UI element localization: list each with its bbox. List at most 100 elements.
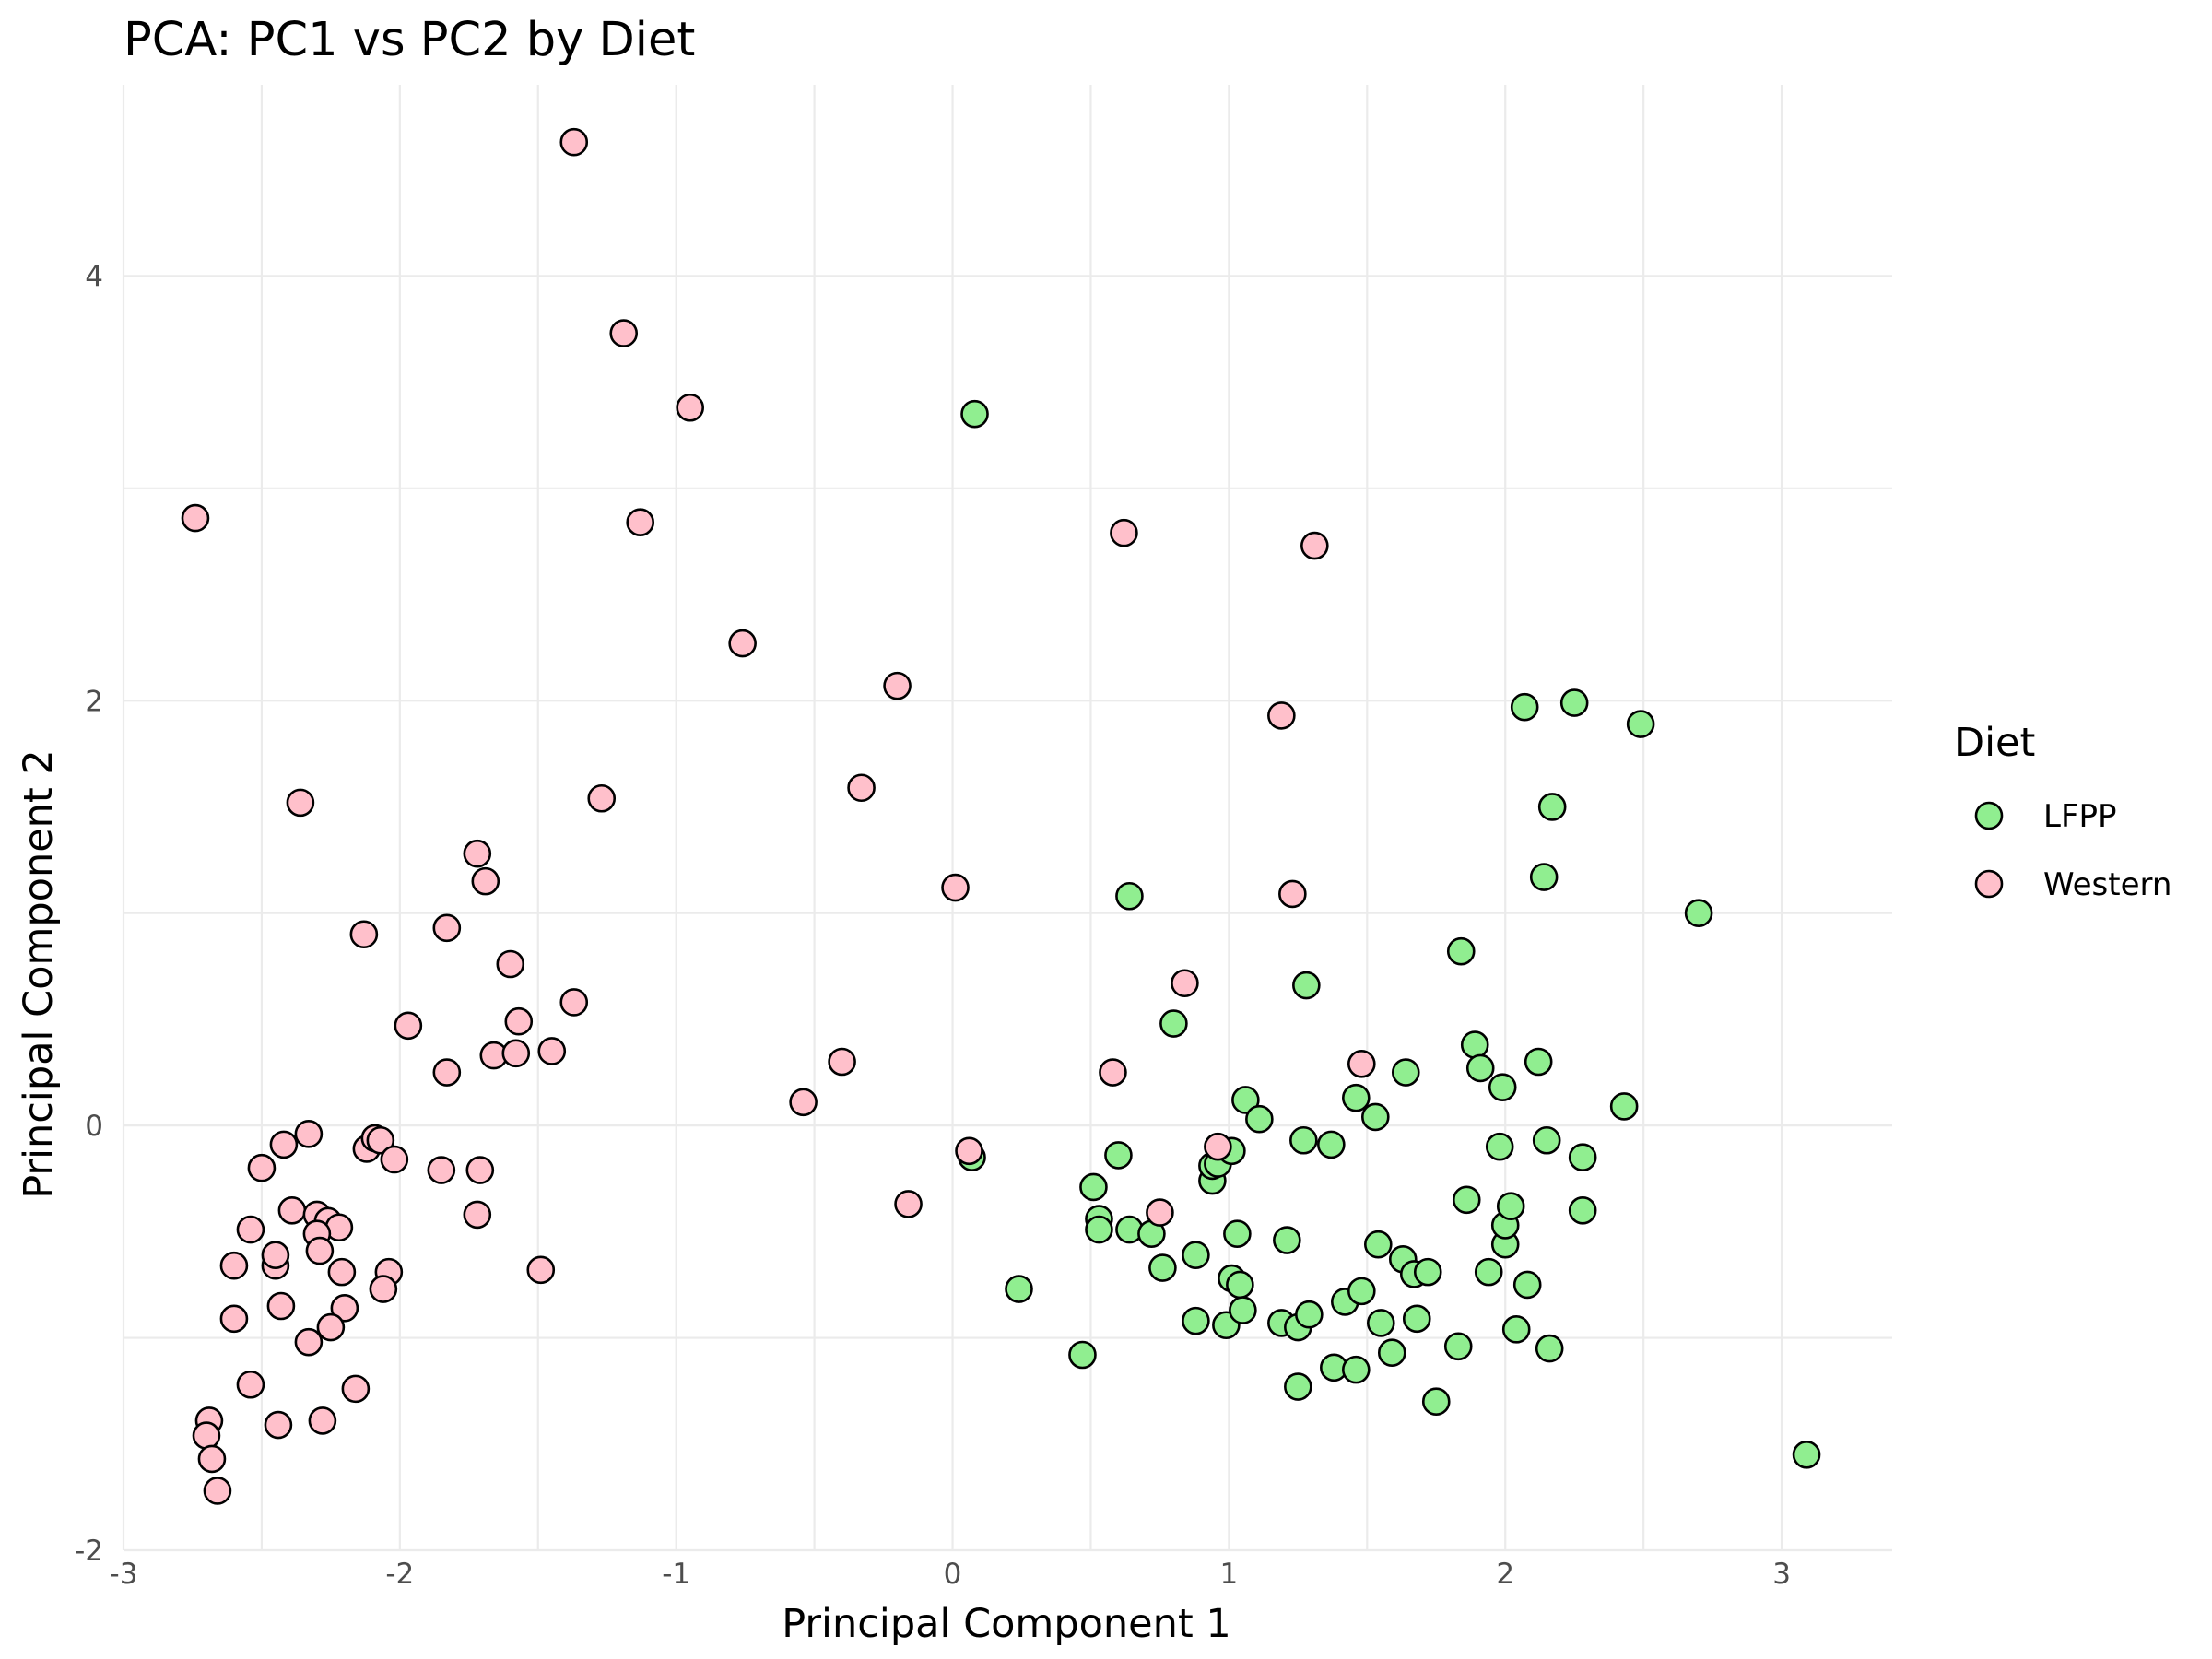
data-point-western (327, 1257, 357, 1287)
data-point-western (197, 1444, 227, 1474)
data-points (181, 127, 1821, 1505)
x-tick-label: 3 (1772, 1558, 1791, 1591)
data-point-western (1204, 1132, 1232, 1161)
data-point-western (219, 1251, 249, 1280)
data-point-lfpp (1347, 1277, 1376, 1306)
data-point-western (427, 1156, 456, 1184)
data-point-western (847, 773, 876, 803)
y-tick-label: 4 (85, 260, 103, 293)
data-point-lfpp (1684, 899, 1713, 927)
data-point-lfpp (1115, 881, 1144, 911)
y-tick-label: 0 (85, 1110, 103, 1143)
x-tick-label: 2 (1496, 1558, 1514, 1591)
x-tick-label: -1 (662, 1558, 690, 1591)
data-point-lfpp (1792, 1441, 1821, 1469)
data-point-western (247, 1153, 276, 1182)
data-point-western (471, 866, 500, 896)
data-point-lfpp (1377, 1338, 1406, 1367)
data-point-lfpp (1363, 1230, 1393, 1259)
data-point-western (236, 1370, 265, 1399)
data-point-western (330, 1294, 359, 1323)
legend-entries: LFPP Western (1974, 798, 2171, 903)
data-point-western (626, 508, 655, 536)
data-point-western (369, 1275, 398, 1303)
data-point-western (1146, 1198, 1174, 1227)
data-point-western (559, 127, 589, 157)
data-point-western (1099, 1058, 1127, 1087)
data-point-lfpp (1460, 1030, 1489, 1059)
x-axis-ticks: -3 -2 -1 0 1 2 3 (110, 1558, 1791, 1591)
data-point-western (537, 1037, 567, 1065)
data-point-western (219, 1304, 249, 1334)
data-point-western (266, 1291, 296, 1321)
data-point-western (728, 629, 757, 658)
data-point-lfpp (1289, 1125, 1318, 1155)
data-point-western (496, 949, 525, 979)
y-axis-ticks: -2 0 2 4 (75, 260, 103, 1568)
x-tick-label: -3 (110, 1558, 138, 1591)
data-point-western (609, 319, 639, 347)
data-point-western (192, 1421, 221, 1450)
data-point-lfpp (1421, 1387, 1451, 1416)
y-tick-label: 2 (85, 685, 103, 718)
data-point-lfpp (1488, 1073, 1517, 1101)
data-point-western (1347, 1050, 1376, 1078)
data-point-lfpp (1568, 1196, 1597, 1225)
data-point-lfpp (1342, 1083, 1371, 1112)
data-point-western (294, 1327, 324, 1357)
data-point-western (465, 1156, 495, 1184)
data-point-lfpp (1226, 1270, 1254, 1300)
legend-title: Diet (1954, 720, 2035, 766)
data-point-western (1300, 531, 1329, 560)
data-point-western (676, 393, 704, 422)
data-point-lfpp (1159, 1009, 1188, 1038)
data-point-lfpp (1474, 1257, 1503, 1287)
data-point-lfpp (1609, 1092, 1639, 1121)
data-point-lfpp (1535, 1334, 1564, 1363)
data-point-western (955, 1136, 983, 1166)
data-point-lfpp (1529, 863, 1559, 891)
data-point-lfpp (1229, 1296, 1257, 1324)
data-point-western (463, 839, 492, 868)
data-point-western (261, 1241, 290, 1269)
data-point-lfpp (1273, 1226, 1301, 1254)
data-point-western (1110, 518, 1138, 547)
data-point-western (432, 1058, 462, 1087)
grid-lines (122, 85, 1892, 1552)
chart-title: PCA: PC1 vs PC2 by Diet (124, 13, 695, 67)
data-point-lfpp (1245, 1104, 1274, 1134)
data-point-western (501, 1039, 531, 1068)
legend-label-western: Western (2043, 866, 2171, 903)
legend-label-lfpp: LFPP (2043, 798, 2117, 835)
data-point-western (504, 1006, 534, 1036)
data-point-lfpp (1465, 1053, 1495, 1083)
data-point-lfpp (1366, 1309, 1395, 1337)
data-point-lfpp (1626, 710, 1655, 738)
data-point-lfpp (1446, 936, 1476, 966)
x-tick-label: 1 (1220, 1558, 1239, 1591)
data-point-western (432, 913, 462, 943)
data-point-western (264, 1410, 293, 1440)
data-point-western (349, 920, 379, 949)
x-axis-title: Principal Component 1 (782, 1601, 1231, 1647)
data-point-western (828, 1047, 856, 1077)
data-point-western (883, 671, 912, 700)
data-point-lfpp (960, 399, 989, 429)
data-point-western (308, 1406, 337, 1435)
x-tick-label: -2 (385, 1558, 414, 1591)
data-point-western (463, 1200, 492, 1230)
data-point-western (366, 1125, 395, 1155)
data-point-lfpp (1501, 1315, 1531, 1344)
data-point-lfpp (1413, 1257, 1442, 1287)
data-point-western (789, 1088, 818, 1117)
data-point-lfpp (1182, 1241, 1210, 1269)
data-point-lfpp (1532, 1125, 1561, 1155)
data-point-western (1267, 701, 1296, 730)
data-point-western (286, 788, 315, 818)
data-point-lfpp (1524, 1047, 1553, 1077)
data-point-western (203, 1477, 232, 1505)
data-point-western (181, 503, 210, 533)
data-point-lfpp (1496, 1192, 1525, 1220)
data-point-western (587, 783, 617, 813)
